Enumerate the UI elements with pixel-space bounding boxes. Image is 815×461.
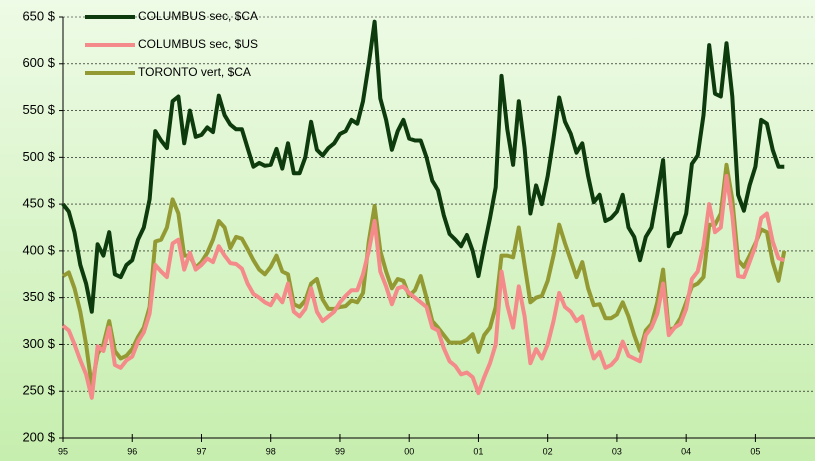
y-tick-label: 550 $ (22, 102, 55, 117)
x-tick-label: 00 (404, 446, 414, 456)
y-tick-label: 450 $ (22, 196, 55, 211)
y-tick-label: 200 $ (22, 429, 55, 444)
legend-label: COLUMBUS sec, $US (138, 37, 258, 51)
x-tick-label: 97 (196, 446, 206, 456)
series-line (61, 162, 787, 389)
y-tick-label: 500 $ (22, 149, 55, 164)
x-tick-label: 03 (612, 446, 622, 456)
x-tick-label: 02 (543, 446, 553, 456)
series-line (61, 174, 785, 400)
x-tick-label: 96 (127, 446, 137, 456)
x-tick-label: 05 (750, 446, 760, 456)
y-tick-label: 600 $ (22, 55, 55, 70)
y-tick-label: 300 $ (22, 336, 55, 351)
x-tick-label: 95 (58, 446, 68, 456)
legend-label: TORONTO vert, $CA (138, 65, 251, 79)
y-tick-label: 250 $ (22, 383, 55, 398)
x-tick-label: 01 (473, 446, 483, 456)
y-tick-label: 350 $ (22, 289, 55, 304)
legend-label: COLUMBUS sec, $CA (138, 9, 258, 23)
y-tick-label: 650 $ (22, 8, 55, 23)
x-tick-label: 99 (335, 446, 345, 456)
y-tick-label: 400 $ (22, 242, 55, 257)
series-line (61, 19, 785, 314)
x-tick-label: 04 (681, 446, 691, 456)
x-tick-label: 98 (266, 446, 276, 456)
